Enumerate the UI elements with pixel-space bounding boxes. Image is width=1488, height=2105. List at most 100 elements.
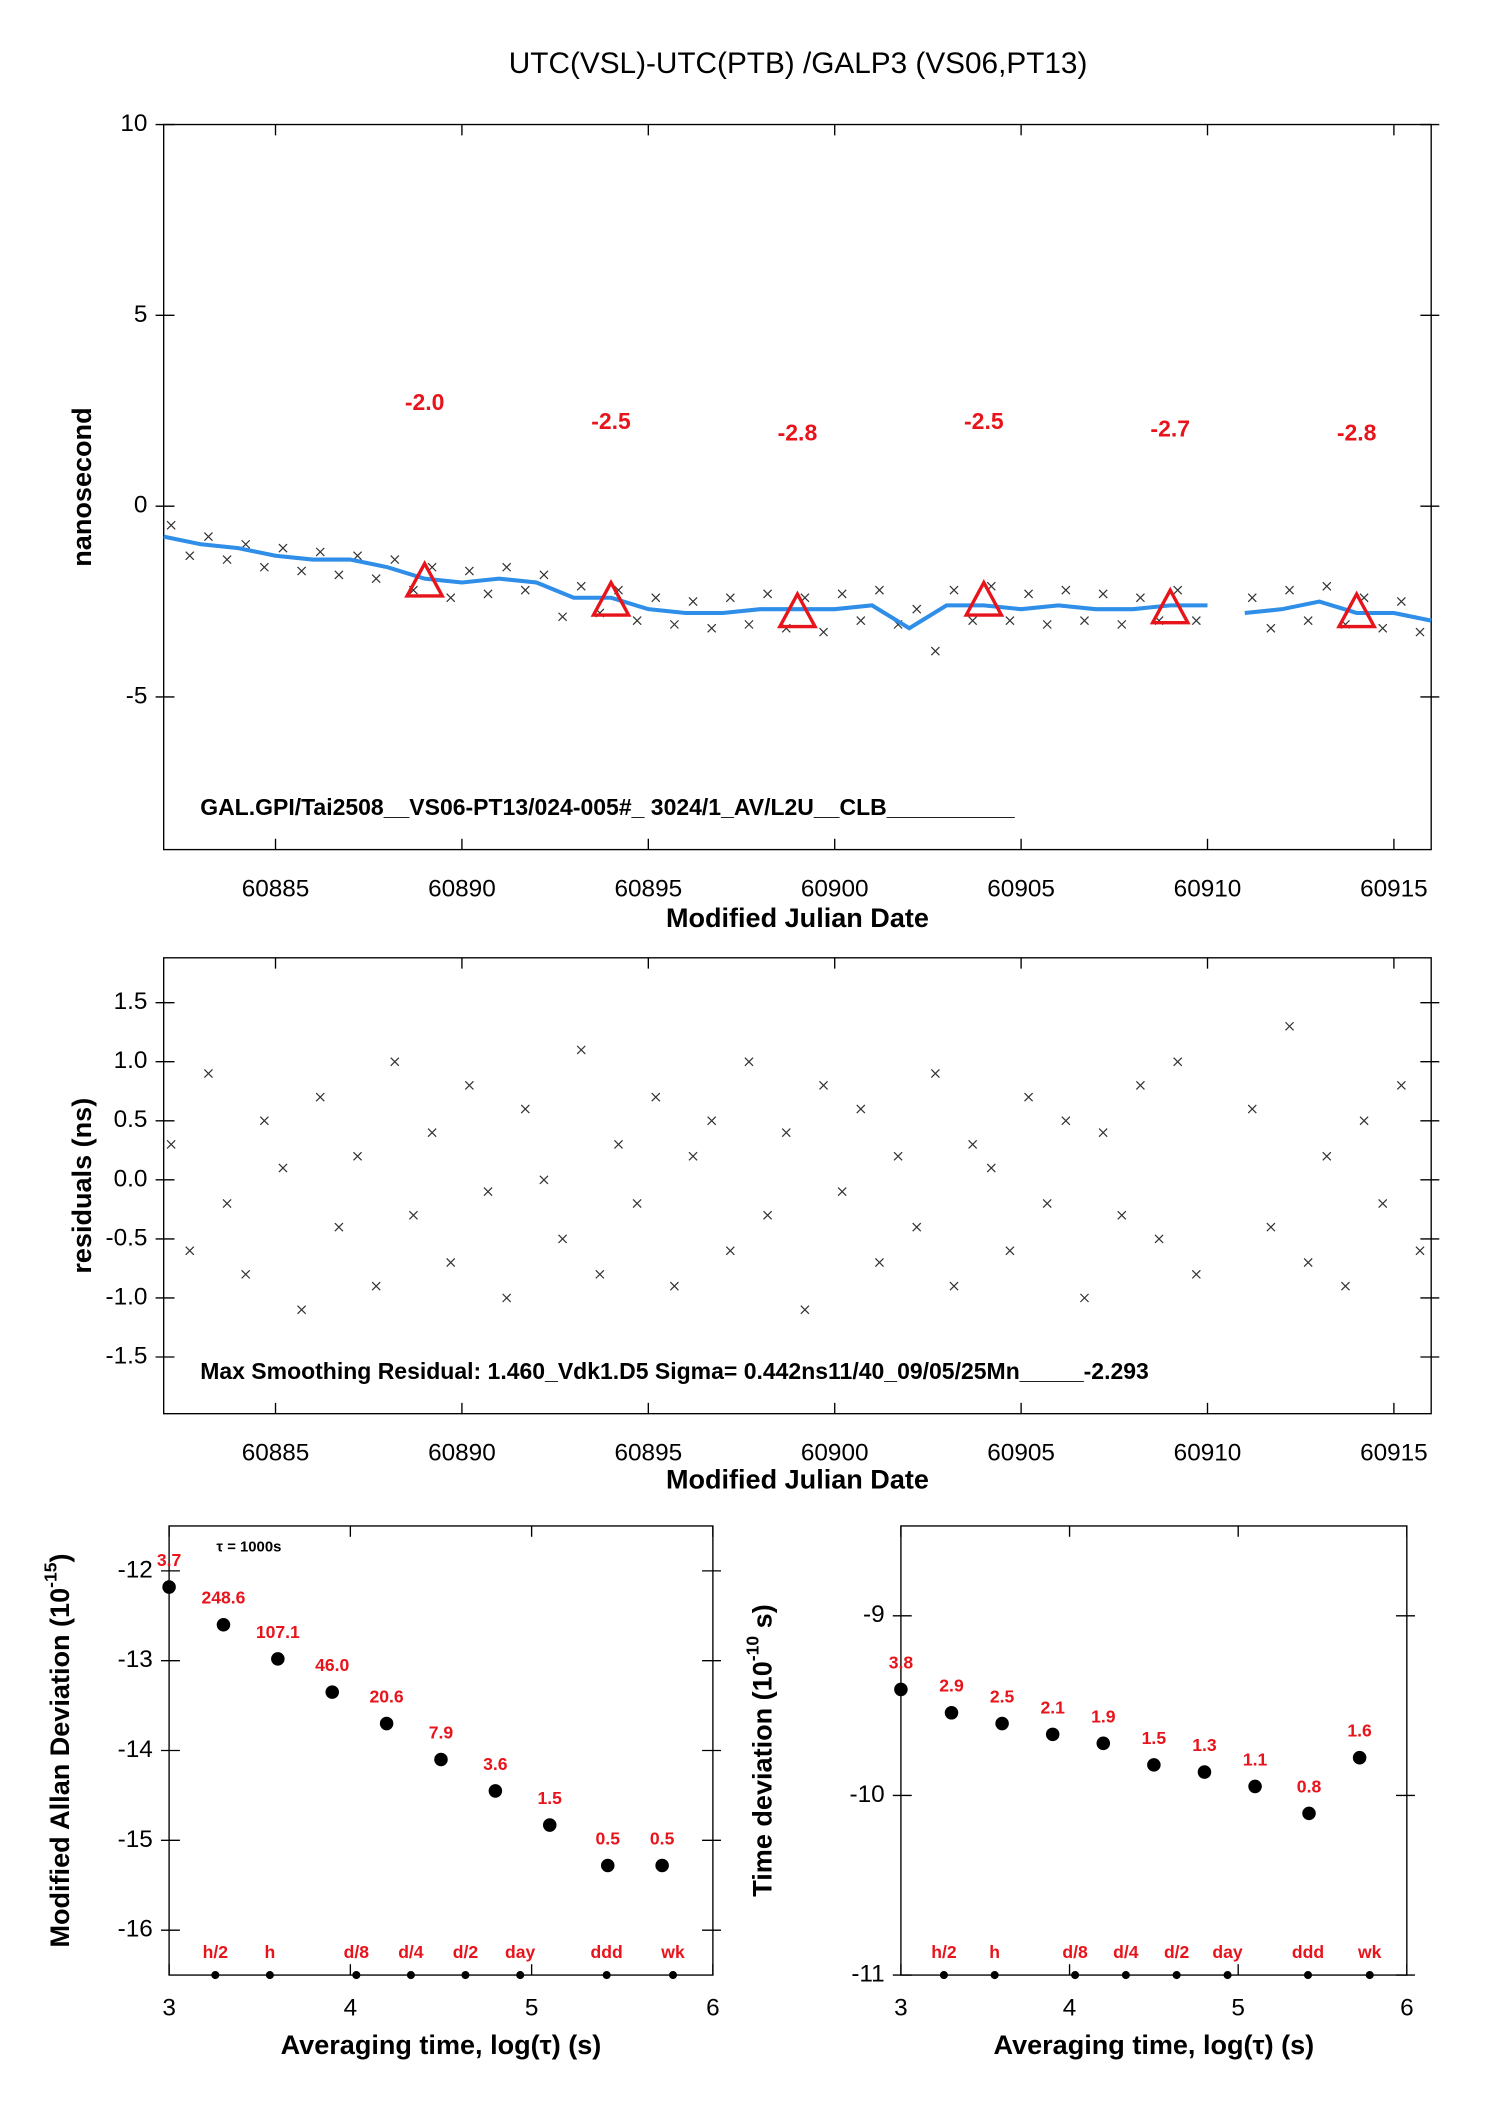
data-point [763, 589, 773, 599]
x-tick-label: 6 [1400, 1994, 1414, 2021]
data-point [427, 1128, 437, 1138]
data-point [483, 589, 493, 599]
data-point [1173, 585, 1183, 595]
data-point [1173, 1057, 1183, 1067]
time-marker [1172, 1971, 1181, 1980]
data-point [241, 1269, 251, 1279]
y-axis-label-end: ) [45, 1553, 75, 1562]
data-point [763, 1210, 773, 1220]
y-axis-label-text: Modified Allan Deviation (10 [45, 1588, 75, 1948]
data-point [162, 1580, 176, 1594]
data-point [1248, 1779, 1262, 1794]
data-point [576, 1045, 586, 1055]
data-point [707, 1116, 717, 1126]
data-point [1117, 1210, 1127, 1220]
time-marker [1365, 1971, 1374, 1980]
marker-label: -2.8 [778, 420, 818, 446]
x-axis-label: Averaging time, log(τ) (s) [281, 2030, 602, 2060]
time-marker [602, 1971, 611, 1980]
data-point [297, 566, 307, 576]
data-point [203, 1069, 213, 1079]
marker-label: -2.8 [1337, 420, 1377, 446]
plot-frame [163, 123, 1432, 851]
data-point [371, 1281, 381, 1291]
point-label: 0.5 [650, 1828, 675, 1848]
data-point [1042, 1198, 1052, 1208]
data-point [334, 570, 344, 580]
y-tick-label: -15 [118, 1826, 153, 1853]
data-point [434, 1752, 448, 1767]
data-point [1247, 593, 1257, 603]
point-label: 0.8 [1297, 1776, 1322, 1796]
marker-label: -2.7 [1150, 416, 1190, 442]
x-tick-label: 60900 [801, 1440, 869, 1467]
y-tick-label: -0.5 [106, 1224, 148, 1251]
time-marker-label: h/2 [203, 1942, 229, 1962]
data-point [558, 1234, 568, 1244]
data-point [1322, 581, 1332, 591]
data-point [819, 1080, 829, 1090]
data-point [837, 589, 847, 599]
data-point [325, 1685, 339, 1699]
data-point [893, 1151, 903, 1161]
data-point [353, 551, 363, 561]
data-point [203, 532, 213, 542]
x-tick-label: 60910 [1174, 876, 1242, 903]
triangle-marker [404, 559, 446, 598]
data-point [614, 1139, 623, 1149]
data-point [271, 1652, 285, 1666]
time-marker-label: d/4 [398, 1942, 424, 1962]
data-point [1079, 616, 1089, 626]
data-point [539, 1175, 549, 1185]
data-point [856, 1104, 866, 1114]
x-tick-label: 60905 [987, 876, 1055, 903]
y-axis-label: Modified Allan Deviation (10-15) [40, 1553, 75, 1947]
data-point [968, 616, 978, 626]
data-point [520, 585, 530, 595]
data-point [600, 1858, 615, 1873]
annotation: GAL.GPI/Tai2508__VS06-PT13/024-005#_ 302… [200, 794, 1015, 820]
data-point [1191, 616, 1201, 626]
data-point [390, 1057, 400, 1067]
data-point [986, 1163, 996, 1173]
data-point [949, 1281, 959, 1291]
time-marker-label: wk [1357, 1942, 1382, 1962]
y-tick-label: -10 [850, 1781, 885, 1808]
data-point [1266, 1222, 1276, 1232]
data-point [1396, 597, 1406, 607]
data-point [558, 612, 568, 622]
data-point [800, 1305, 810, 1315]
data-point [968, 1139, 978, 1149]
data-point [1303, 1258, 1313, 1267]
data-point [1359, 1116, 1369, 1126]
y-axis-label-text: Time deviation (10 [747, 1661, 777, 1897]
data-point [1396, 1080, 1406, 1090]
data-point [520, 1104, 530, 1114]
y-tick-label: -1.0 [106, 1283, 148, 1310]
data-point [1285, 1021, 1295, 1031]
data-point [1303, 616, 1313, 626]
x-tick-label: 60910 [1174, 1440, 1242, 1467]
data-point [315, 1092, 325, 1102]
marker-label: -2.0 [405, 389, 445, 415]
data-point [595, 1269, 605, 1279]
data-point [655, 1858, 669, 1873]
x-tick-label: 60885 [242, 1440, 310, 1467]
data-point [259, 562, 269, 572]
data-point [502, 562, 512, 572]
data-point [241, 539, 251, 549]
time-marker-label: ddd [1292, 1942, 1324, 1962]
y-tick-label: 0.5 [114, 1106, 148, 1133]
y-tick-label: -16 [118, 1916, 153, 1943]
data-point [874, 585, 884, 595]
y-axis-label-end: s) [747, 1604, 777, 1636]
time-marker [668, 1971, 678, 1980]
y-tick-label: 1.0 [114, 1047, 148, 1074]
data-point [1079, 1293, 1089, 1303]
x-tick-label: 60915 [1360, 876, 1428, 903]
data-point [725, 1246, 735, 1256]
point-label: 2.5 [990, 1686, 1015, 1706]
data-point [1266, 623, 1276, 633]
time-marker-label: ddd [591, 1942, 623, 1962]
